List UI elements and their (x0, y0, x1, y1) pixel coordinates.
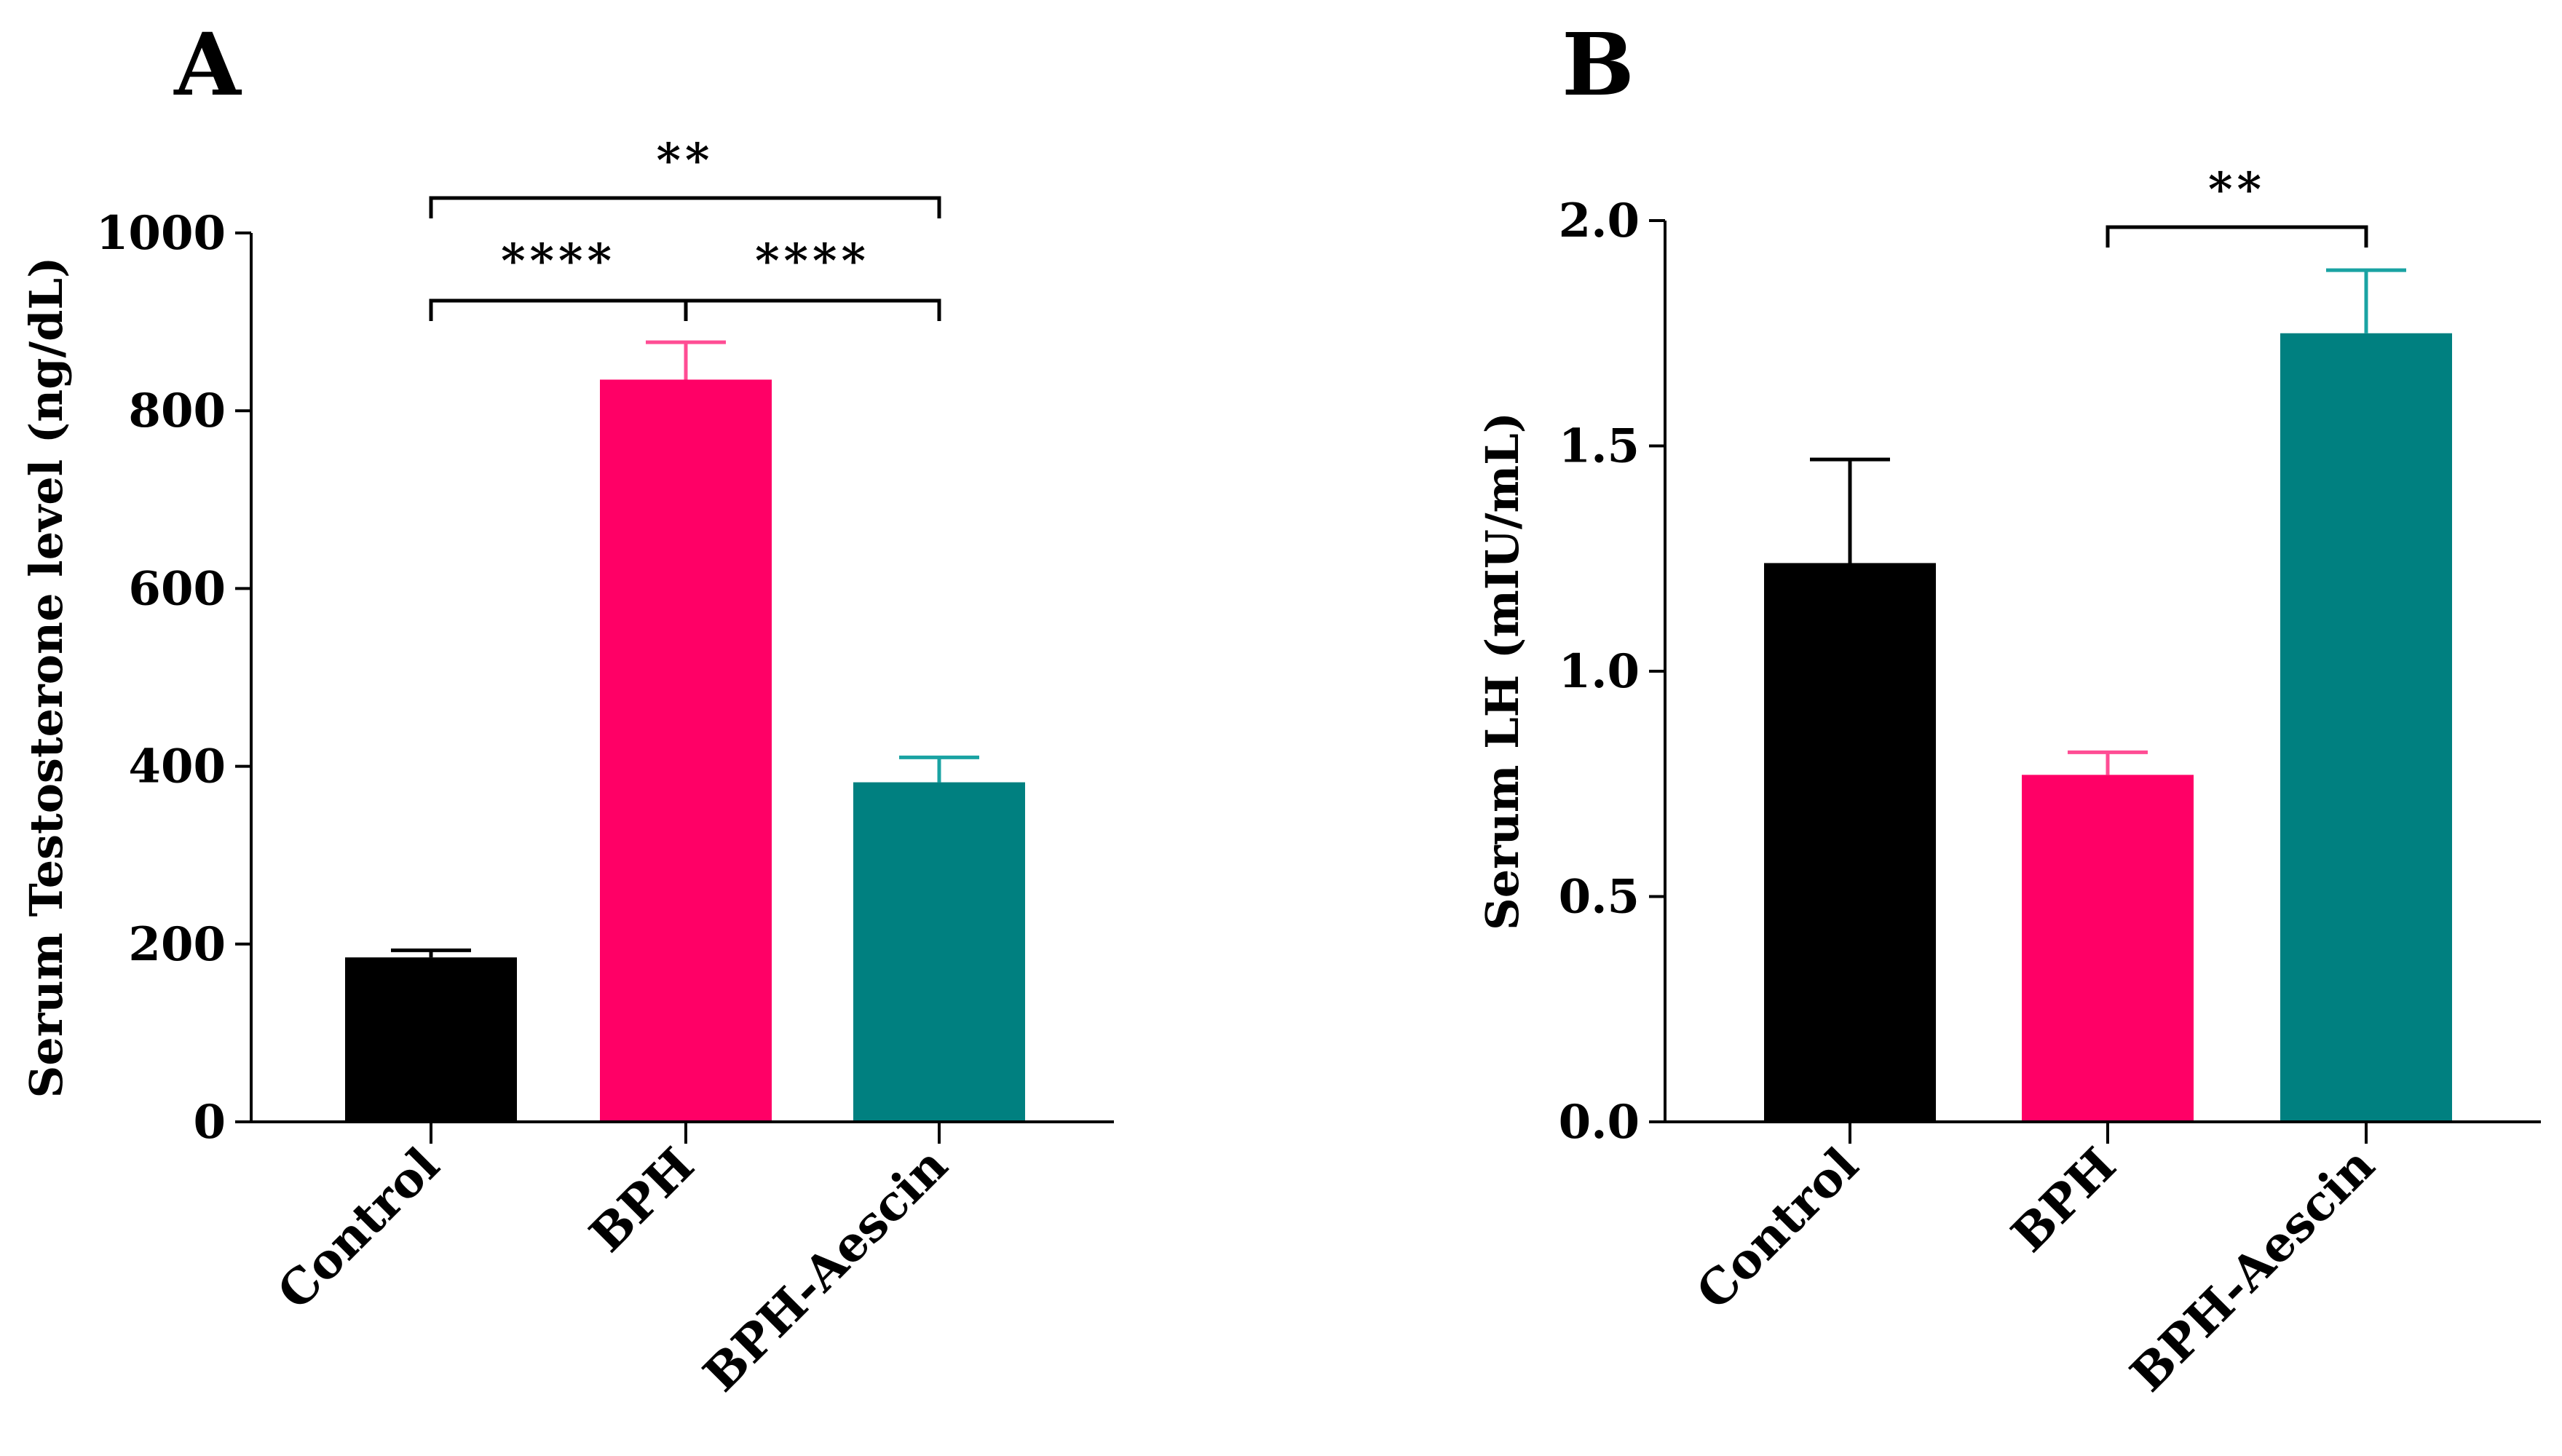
panel-a-ytick-label: 1000 (96, 206, 226, 261)
bracket-line (2106, 225, 2368, 248)
panel-b-category-label: BPH-Aescin (2119, 1136, 2385, 1402)
panel-b-ylabel: Serum LH (mIU/mL) (1476, 412, 1529, 930)
panel-a-significance-bracket: **** (684, 234, 941, 321)
panel-b-ytick-label: 1.5 (1559, 419, 1640, 474)
panel-a-bar-bph-aescin (853, 782, 1025, 1122)
panel-b-bar-control (1764, 563, 1936, 1122)
panel-a-significance-label: **** (755, 234, 870, 288)
panel-a-letter: A (173, 14, 242, 115)
panel-b-ytick-label: 0.0 (1559, 1095, 1640, 1150)
panel-a-significance-label: **** (501, 234, 616, 288)
panel-b-bar-bph-aescin (2280, 333, 2452, 1122)
panel-a-significance-bracket: ** (429, 133, 941, 218)
panel-b-letter: B (1562, 14, 1634, 115)
panel-b-ytick-label: 2.0 (1559, 194, 1640, 248)
panel-a-bar-bph (600, 379, 772, 1122)
panel-a-ytick-label: 600 (128, 561, 226, 616)
panel-a-category-label: BPH (579, 1136, 705, 1263)
panel-b-category-label: Control (1685, 1136, 1869, 1320)
panel-a-bar-control (345, 957, 517, 1122)
panel-a: A 0 200 400 600 800 1000 Serum Testosterone le… (20, 14, 1114, 1403)
panel-b-ytick-label: 0.5 (1559, 870, 1640, 925)
panel-a-errorbar-bph-aescin (899, 755, 979, 783)
panel-b: B 0.0 0.5 1.0 1.5 2.0 Serum LH (mIU/mL) Contro… (1476, 14, 2541, 1403)
panel-a-category-label: Control (266, 1136, 450, 1320)
panel-a-category-label: BPH-Aescin (692, 1136, 958, 1402)
panel-a-ylabel: Serum Testosterone level (ng/dL) (20, 257, 73, 1099)
panel-a-significance-label: ** (657, 133, 714, 188)
panel-a-ytick-label: 200 (128, 917, 226, 972)
panel-b-errorbar-bph-aescin (2326, 268, 2406, 333)
bracket-line (429, 196, 941, 218)
panel-b-errorbar-bph (2068, 750, 2148, 775)
panel-b-bar-bph (2022, 775, 2194, 1122)
panel-a-ytick-label: 400 (128, 740, 226, 794)
panel-a-ytick-label: 0 (193, 1095, 226, 1150)
bracket-line (684, 298, 941, 321)
panel-a-ytick-label: 800 (128, 384, 226, 438)
panel-a-errorbar-control (391, 948, 471, 958)
panel-b-significance-label: ** (2208, 162, 2266, 217)
bracket-line (429, 298, 688, 321)
panel-a-errorbar-bph (646, 340, 726, 380)
panel-a-plot: 0 200 400 600 800 1000 Serum Testosterone leve… (20, 133, 1114, 1403)
panel-b-ytick-label: 1.0 (1559, 644, 1640, 699)
panel-b-category-label: BPH (2001, 1136, 2127, 1263)
panel-b-errorbar-control (1810, 457, 1890, 563)
panel-b-plot: 0.0 0.5 1.0 1.5 2.0 Serum LH (mIU/mL) Control B… (1476, 162, 2541, 1403)
panel-a-significance-bracket: **** (429, 234, 688, 321)
panel-b-significance-bracket: ** (2106, 162, 2368, 248)
